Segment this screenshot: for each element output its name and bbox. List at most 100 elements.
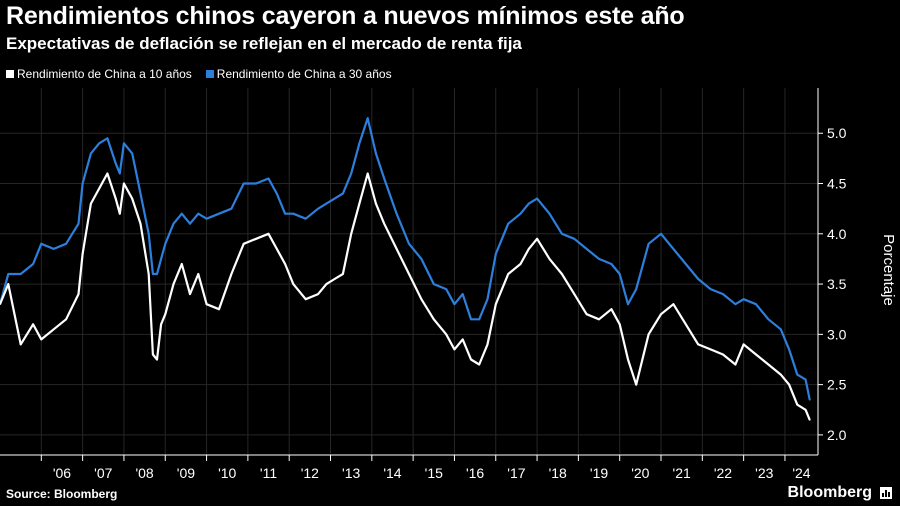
data-point [19, 273, 22, 275]
data-point [7, 273, 10, 275]
data-point [123, 142, 125, 145]
data-point [395, 212, 398, 215]
data-point [527, 247, 530, 250]
data-point [734, 303, 737, 306]
data-point [796, 403, 799, 406]
data-point [432, 318, 435, 321]
y-tick-label: 5.0 [827, 125, 847, 141]
data-point [548, 212, 551, 215]
data-point [470, 358, 472, 361]
data-point [292, 212, 295, 215]
data-point [453, 303, 456, 306]
data-point [742, 343, 745, 346]
data-point [610, 308, 613, 311]
data-point [647, 333, 650, 336]
data-point [341, 273, 344, 275]
data-point [767, 318, 770, 321]
data-point [627, 358, 629, 361]
data-point [205, 303, 208, 306]
data-point [709, 288, 712, 290]
data-point [519, 263, 522, 265]
data-point [610, 263, 613, 265]
data-point [317, 293, 320, 296]
grid [0, 88, 818, 455]
x-tick-label: '22 [714, 465, 732, 481]
source-note: Source: Bloomberg [6, 487, 118, 501]
data-point [527, 202, 530, 205]
data-point [734, 363, 737, 366]
data-point [98, 187, 101, 190]
legend-swatch-30y [205, 70, 214, 78]
data-point [742, 298, 745, 301]
data-point [0, 303, 1, 306]
data-point [218, 212, 220, 215]
series-line-30y [0, 117, 811, 400]
data-point [180, 263, 183, 265]
data-point [445, 288, 448, 290]
data-point [804, 378, 807, 381]
data-point [395, 247, 398, 250]
data-point [284, 212, 286, 215]
data-point [32, 263, 34, 265]
series-line-10y [0, 172, 811, 421]
data-point [420, 258, 423, 260]
data-point [647, 242, 650, 245]
x-tick-label: '13 [342, 465, 360, 481]
data-point [788, 383, 790, 386]
y-tick-label: 4.5 [827, 176, 847, 192]
data-point [106, 172, 109, 175]
data-point [106, 137, 109, 140]
y-tick-label: 4.0 [827, 226, 847, 242]
data-point [453, 348, 456, 351]
data-point [89, 152, 92, 155]
x-tick-label: '12 [301, 465, 319, 481]
data-point [172, 222, 175, 225]
bloomberg-logo: Bloomberg [787, 484, 872, 501]
data-point [408, 273, 410, 275]
data-point [81, 253, 84, 255]
data-point [40, 242, 43, 245]
data-point [697, 343, 700, 346]
data-point [494, 253, 497, 255]
data-point [618, 323, 621, 326]
data-point [796, 373, 799, 376]
data-point [139, 192, 142, 195]
series-10y [0, 172, 811, 421]
data-point [98, 142, 101, 145]
data-point [560, 232, 563, 235]
data-point [40, 338, 43, 341]
data-point [151, 273, 154, 275]
data-point [333, 197, 336, 200]
data-point [350, 172, 353, 175]
data-point [131, 197, 134, 200]
data-point [366, 172, 369, 175]
data-point [635, 288, 638, 290]
data-point [325, 283, 328, 285]
data-point [81, 182, 84, 185]
data-point [672, 247, 675, 250]
data-point [118, 212, 121, 215]
data-point [333, 278, 336, 280]
data-point [123, 182, 125, 185]
data-point [89, 202, 92, 205]
data-point [585, 247, 588, 250]
data-point [160, 323, 163, 326]
data-point [19, 343, 22, 346]
chart-subtitle: Expectativas de deflación se reflejan en… [6, 34, 522, 53]
data-point [65, 318, 68, 321]
data-point [267, 177, 270, 180]
data-point [118, 172, 121, 175]
x-tick-label: '21 [673, 465, 691, 481]
data-point [598, 318, 600, 321]
data-point [205, 217, 208, 220]
data-point [304, 217, 307, 220]
data-point [536, 197, 538, 200]
data-point [341, 192, 344, 195]
data-point [7, 283, 10, 285]
data-point [366, 117, 369, 120]
data-point [189, 293, 191, 296]
data-point [358, 142, 361, 145]
data-point [275, 192, 278, 195]
x-tick-label: '15 [425, 465, 443, 481]
